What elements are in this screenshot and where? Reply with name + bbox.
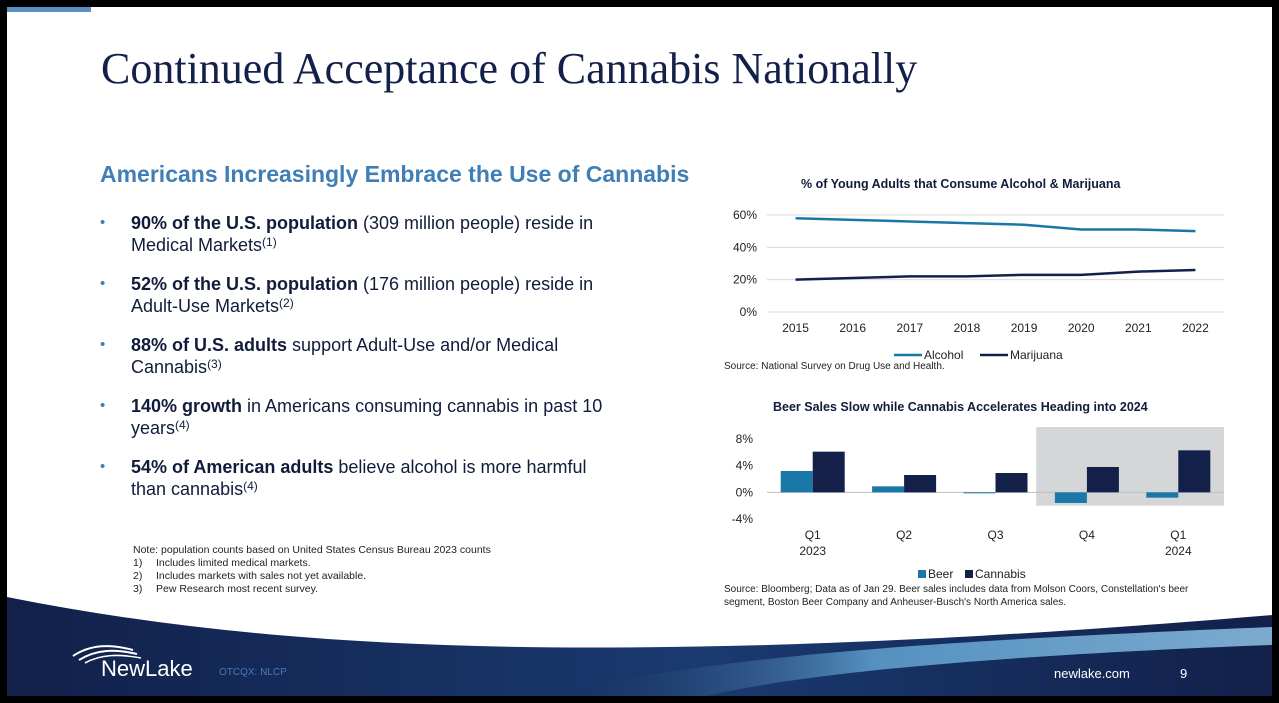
x-tick-label: Q1 xyxy=(805,528,821,542)
bar-beer xyxy=(963,492,996,494)
line-chart: 60% 40% 20% 0% 2015 2016 2017 2018 2019 2020 2021 2… xyxy=(733,208,1224,362)
x-tick-label: Q1 xyxy=(1170,528,1186,542)
page-title: Continued Acceptance of Cannabis Nationa… xyxy=(101,44,918,93)
bar-beer xyxy=(780,471,813,493)
section-heading: Americans Increasingly Embrace the Use o… xyxy=(100,161,690,187)
legend-label: Marijuana xyxy=(1010,348,1063,362)
bullet-dot-icon: • xyxy=(100,397,106,414)
website-link[interactable]: newlake.com xyxy=(1054,666,1130,681)
x-tick-label: 2016 xyxy=(839,321,866,335)
bullet-text: in Americans consuming cannabis in past … xyxy=(131,396,603,438)
bar-beer xyxy=(1146,492,1179,498)
footnote-row: 1) Includes limited medical markets. xyxy=(133,557,491,570)
ticker-symbol: OTCQX: NLCP xyxy=(219,667,287,678)
footnote-number: 3) xyxy=(133,583,143,595)
x-tick-label: 2020 xyxy=(1068,321,1095,335)
bullet-item: • 90% of the U.S. population (309 million… xyxy=(100,212,620,256)
bar-cannabis xyxy=(904,475,937,493)
bullet-dot-icon: • xyxy=(100,336,106,353)
legend-swatch xyxy=(965,570,973,578)
bar-cannabis xyxy=(812,451,845,493)
bullet-footnote-ref: (1) xyxy=(262,235,277,249)
bullet-bold: 54% of American adults xyxy=(131,457,334,477)
bar-cannabis xyxy=(1086,467,1119,493)
bullet-bold: 90% of the U.S. population xyxy=(131,213,359,233)
footnote-text: Includes limited medical markets. xyxy=(156,557,311,569)
x-tick-label: 2018 xyxy=(954,321,981,335)
bar-cannabis xyxy=(995,473,1028,493)
page-number: 9 xyxy=(1180,666,1188,681)
legend-swatch xyxy=(918,570,926,578)
x-tick-label: Q2 xyxy=(896,528,912,542)
y-tick-label: -4% xyxy=(732,512,754,526)
bar-chart: 8% 4% 0% -4% Q1 2023 Q2 Q3 Q4 Q1 2024 Beer Cannabis xyxy=(732,427,1224,581)
footer-wave xyxy=(7,597,1272,696)
newlake-wave-logo-icon xyxy=(72,645,142,664)
footnote-header: Note: population counts based on United … xyxy=(133,544,491,556)
bar-cannabis xyxy=(1178,450,1211,493)
x-tick-label: 2019 xyxy=(1011,321,1038,335)
x-tick-label: Q4 xyxy=(1079,528,1095,542)
x-tick-label-year: 2024 xyxy=(1165,544,1192,558)
series-line-alcohol xyxy=(795,216,1196,233)
x-tick-label: 2015 xyxy=(782,321,809,335)
bullet-item: • 54% of American adults believe alcohol … xyxy=(100,456,620,500)
bar-chart-title: Beer Sales Slow while Cannabis Accelerat… xyxy=(773,400,1148,414)
bar-beer xyxy=(1054,492,1087,503)
bullet-footnote-ref: (4) xyxy=(243,479,258,493)
bullet-text: (176 million people) reside in Adult-Use… xyxy=(131,274,594,316)
footnote-number: 1) xyxy=(133,557,143,569)
footnotes: Note: population counts based on United … xyxy=(133,544,491,596)
y-tick-label: 20% xyxy=(733,273,757,287)
series-line-marijuana xyxy=(795,268,1196,281)
footnote-row: 3) Pew Research most recent survey. xyxy=(133,583,491,596)
slide: Continued Acceptance of Cannabis Nationa… xyxy=(7,7,1272,696)
bullet-bold: 140% growth xyxy=(131,396,243,416)
legend-label: Beer xyxy=(928,567,953,581)
bullet-dot-icon: • xyxy=(100,458,106,475)
bullet-footnote-ref: (4) xyxy=(175,418,190,432)
bullet-item: • 88% of U.S. adults support Adult-Use an… xyxy=(100,334,620,378)
top-accent-bar xyxy=(7,7,91,12)
x-tick-label: 2017 xyxy=(896,321,923,335)
bullet-item: • 140% growth in Americans consuming cann… xyxy=(100,395,620,439)
y-tick-label: 0% xyxy=(740,305,758,319)
y-tick-label: 40% xyxy=(733,240,757,254)
footnote-text: Includes markets with sales not yet avai… xyxy=(156,570,367,582)
x-tick-label: 2021 xyxy=(1125,321,1152,335)
footnote-row: 2) Includes markets with sales not yet av… xyxy=(133,570,491,583)
x-tick-label: 2022 xyxy=(1182,321,1209,335)
bullet-bold: 52% of the U.S. population xyxy=(131,274,359,294)
stats-bullet-list: • 90% of the U.S. population (309 million… xyxy=(100,212,620,517)
footnote-text: Pew Research most recent survey. xyxy=(156,583,319,595)
x-tick-label: Q3 xyxy=(987,528,1003,542)
bar-chart-source: Source: Bloomberg; Data as of Jan 29. Be… xyxy=(724,584,1189,608)
line-chart-source: Source: National Survey on Drug Use and … xyxy=(724,361,945,372)
bullet-text: (309 million people) reside in Medical M… xyxy=(131,213,594,255)
x-tick-label-year: 2023 xyxy=(799,544,826,558)
line-chart-title: % of Young Adults that Consume Alcohol &… xyxy=(801,177,1121,191)
legend-label: Alcohol xyxy=(924,348,963,362)
bar-beer xyxy=(872,486,905,493)
bullet-text: support Adult-Use and/or Medical Cannabi… xyxy=(131,335,559,377)
footnote-number: 2) xyxy=(133,570,143,582)
bullet-dot-icon: • xyxy=(100,275,106,292)
legend-label: Cannabis xyxy=(975,567,1026,581)
y-tick-label: 60% xyxy=(733,208,757,222)
y-tick-label: 8% xyxy=(736,432,754,446)
bullet-footnote-ref: (3) xyxy=(207,357,222,371)
y-tick-label: 0% xyxy=(736,485,754,499)
bullet-footnote-ref: (2) xyxy=(279,296,294,310)
bullet-bold: 88% of U.S. adults xyxy=(131,335,288,355)
bullet-dot-icon: • xyxy=(100,214,106,231)
y-tick-label: 4% xyxy=(736,459,754,473)
newlake-logo: NewLake xyxy=(101,656,193,681)
bullet-item: • 52% of the U.S. population (176 million… xyxy=(100,273,620,317)
bullet-text: believe alcohol is more harmful than can… xyxy=(131,457,587,499)
